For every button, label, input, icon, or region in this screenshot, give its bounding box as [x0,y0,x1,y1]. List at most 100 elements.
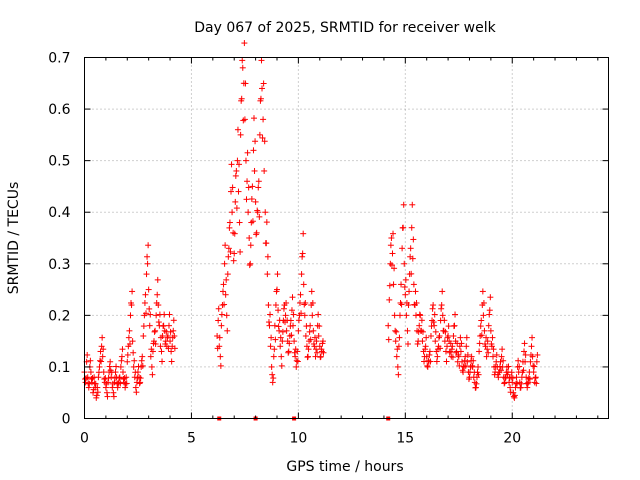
data-point [149,348,156,355]
data-point [232,172,239,179]
data-point [116,374,123,381]
data-point [268,363,275,370]
data-point [165,322,172,329]
data-point [452,311,459,318]
data-point [262,209,269,216]
data-point [298,310,305,317]
data-point [136,380,143,387]
data-point [309,312,316,319]
data-point [522,358,529,365]
data-point [86,380,93,387]
data-point [142,291,149,298]
data-point [277,334,284,341]
data-point [261,167,268,174]
data-point [500,357,507,364]
data-point [222,291,229,298]
data-point [226,219,233,226]
data-point [234,157,241,164]
data-point [422,346,429,353]
data-point [530,362,537,369]
data-point [509,375,516,382]
data-point [475,363,482,370]
data-point [87,357,94,364]
data-point [251,167,258,174]
data-point [312,353,319,360]
data-point [530,369,537,376]
data-point [147,353,154,360]
chart-title: Day 067 of 2025, SRMTID for receiver wel… [194,20,496,36]
data-point [487,327,494,334]
data-point [313,338,320,345]
data-point [128,302,135,309]
data-point [221,301,228,308]
data-point [460,369,467,376]
y-tick-label: 0.7 [48,51,70,67]
data-point [391,265,398,272]
data-point [479,288,486,295]
data-point [155,302,162,309]
data-point [280,305,287,312]
data-point [141,299,148,306]
data-point [264,253,271,260]
data-point [138,357,145,364]
data-point [386,282,393,289]
data-point [119,346,126,353]
data-point [457,348,464,355]
data-point [455,353,462,360]
data-point [478,332,485,339]
data-point [170,317,177,324]
data-point [388,262,395,269]
y-tick-label: 0.2 [48,308,70,324]
data-point [117,363,124,370]
data-point [171,345,178,352]
data-point [485,322,492,329]
data-point [230,257,237,264]
data-point [248,196,255,203]
data-point [129,288,136,295]
data-point [432,338,439,345]
data-point [117,380,124,387]
data-point [151,328,158,335]
data-point [464,358,471,365]
data-point [108,374,115,381]
data-point [526,376,533,383]
data-point [437,345,444,352]
data-point [300,281,307,288]
data-point [229,184,236,191]
data-point [314,349,321,356]
data-point [396,312,403,319]
data-point [124,351,131,358]
y-tick-label: 0.4 [48,205,70,221]
data-point [463,334,470,341]
data-point [105,375,112,382]
data-point [394,363,401,370]
data-point [473,380,480,387]
data-point [410,281,417,288]
data-point [118,357,125,364]
data-point [438,305,445,312]
data-point [445,332,452,339]
data-point [146,305,153,312]
data-point [315,311,322,318]
data-point [126,327,133,334]
data-point [245,184,252,191]
data-point [268,334,275,341]
data-point [527,358,534,365]
data-point [419,338,426,345]
data-point [392,338,399,345]
data-point [477,323,484,330]
data-point [148,363,155,370]
data-point [147,311,154,318]
data-point [497,358,504,365]
data-point [445,323,452,330]
data-point [241,40,248,47]
data-point [301,312,308,319]
data-point [96,363,103,370]
data-point [137,375,144,382]
data-point [430,319,437,326]
data-point [400,201,407,208]
data-point [486,307,493,314]
data-point [145,242,152,249]
data-point [152,327,159,334]
data-point [123,374,130,381]
